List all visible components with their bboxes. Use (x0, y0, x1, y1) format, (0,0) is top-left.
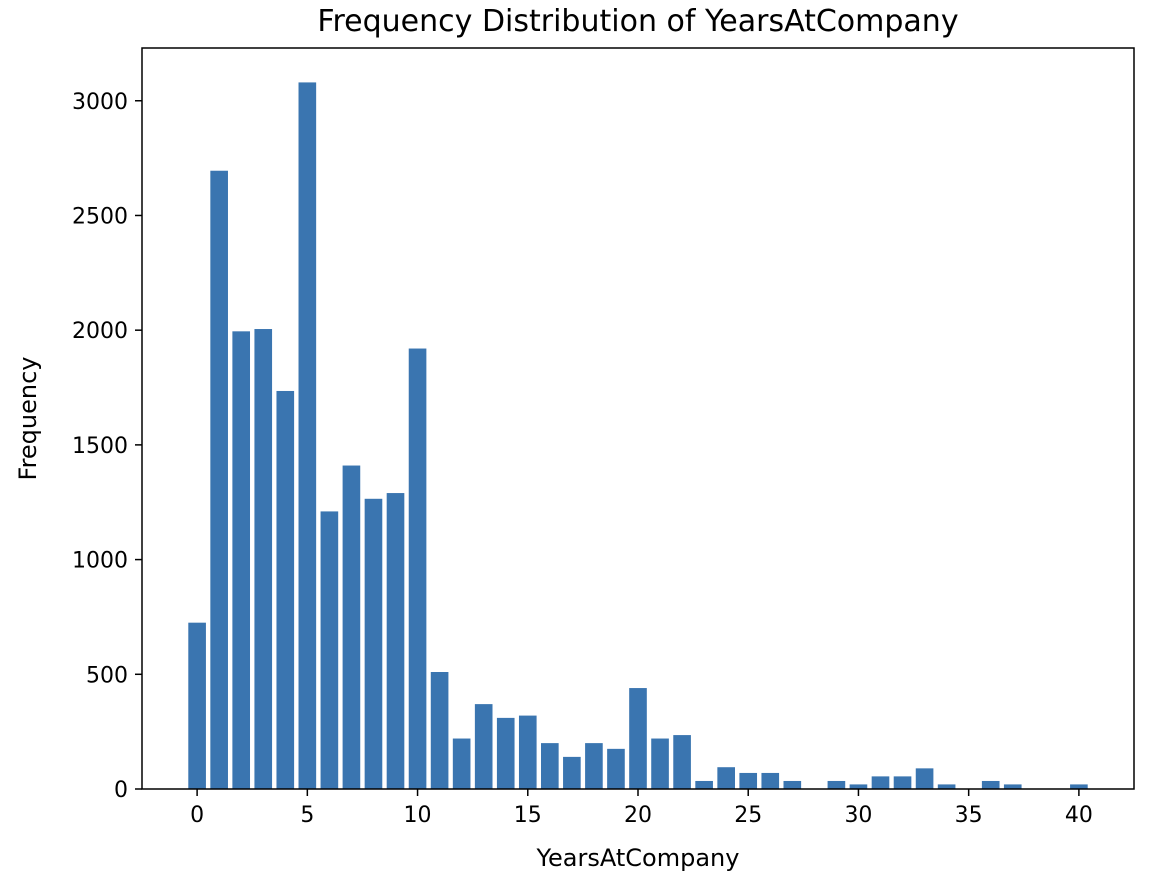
ticks-layer: 0 5 10 15 20 25 30 35 40 0 500 1000 1500 2000 2500 3000 (72, 90, 1093, 828)
bar-37 (1003, 784, 1022, 789)
bar-36 (981, 780, 1000, 789)
bar-40 (1070, 784, 1088, 789)
bar-20 (629, 688, 647, 789)
bar-31 (871, 776, 890, 789)
bar-33 (915, 768, 934, 789)
x-tick-label: 0 (190, 803, 204, 828)
bar-34 (937, 784, 956, 789)
y-tick-label: 2000 (72, 319, 128, 344)
bar-18 (585, 743, 603, 789)
bar-23 (695, 780, 713, 789)
x-tick-label: 35 (955, 803, 983, 828)
bar-6 (320, 511, 339, 789)
x-tick-label: 10 (404, 803, 432, 828)
bar-26 (761, 772, 780, 789)
y-tick-label: 3000 (72, 90, 128, 115)
bar-2 (232, 331, 251, 789)
bar-9 (386, 493, 405, 789)
x-tick-label: 30 (844, 803, 872, 828)
bar-32 (893, 776, 912, 789)
bar-7 (342, 465, 361, 789)
bar-13 (474, 704, 493, 789)
bar-15 (518, 715, 537, 789)
x-axis-label: YearsAtCompany (536, 844, 740, 872)
plot-area-frame (141, 47, 1135, 790)
x-tick-label: 25 (734, 803, 762, 828)
bar-5 (298, 82, 317, 790)
bar-10 (408, 348, 427, 789)
bar-12 (452, 738, 471, 789)
bar-24 (717, 767, 735, 789)
bar-0 (188, 622, 206, 789)
bar-27 (783, 780, 802, 789)
bar-16 (541, 743, 559, 789)
bars-layer (188, 82, 1088, 790)
bar-17 (563, 756, 581, 789)
bar-11 (430, 672, 449, 789)
bar-3 (254, 329, 273, 789)
x-tick-label: 15 (514, 803, 542, 828)
y-tick-label: 2500 (72, 204, 128, 229)
bar-29 (827, 780, 846, 789)
chart-title: Frequency Distribution of YearsAtCompany (317, 4, 958, 39)
bar-1 (210, 170, 228, 789)
bar-30 (849, 784, 868, 789)
y-tick-label: 1500 (72, 434, 128, 459)
y-axis-label: Frequency (14, 357, 42, 481)
bar-21 (651, 738, 669, 789)
x-tick-label: 20 (624, 803, 652, 828)
y-tick-label: 0 (114, 778, 128, 803)
bar-8 (364, 498, 383, 789)
x-tick-label: 5 (300, 803, 314, 828)
y-tick-label: 500 (86, 663, 128, 688)
y-tick-label: 1000 (72, 549, 128, 574)
bar-25 (739, 772, 758, 789)
x-tick-label: 40 (1065, 803, 1093, 828)
bar-4 (276, 390, 295, 789)
bar-14 (496, 717, 515, 789)
bar-22 (673, 735, 691, 789)
bar-19 (607, 748, 625, 789)
